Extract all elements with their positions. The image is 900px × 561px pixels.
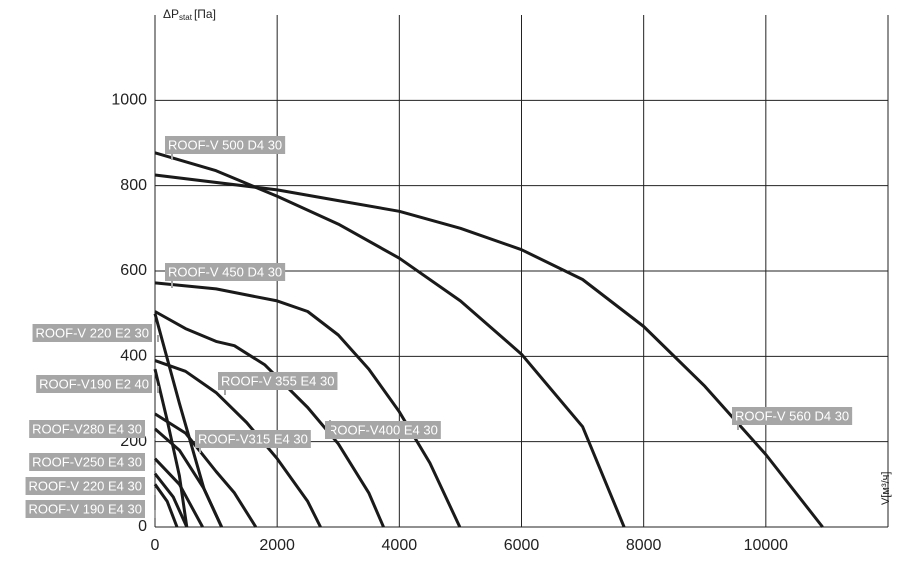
y-tick-label: 800 xyxy=(120,177,147,194)
y-label-sub: stat xyxy=(179,13,193,22)
label-text: ROOF-V 220 E2 30 xyxy=(36,325,149,340)
series-line xyxy=(154,412,258,528)
series-label: ROOF-V190 E2 40 xyxy=(36,375,159,393)
series-line xyxy=(154,281,462,528)
label-box xyxy=(32,324,152,342)
x-tick-label: 10000 xyxy=(744,537,789,554)
series-label: ROOF-V 220 E4 30 xyxy=(25,477,156,495)
series-label: ROOF-V280 E4 30 xyxy=(29,420,156,440)
label-text: ROOF-V400 E4 30 xyxy=(328,422,438,437)
series-label: ROOF-V315 E4 30 xyxy=(195,430,311,453)
label-text: ROOF-V 190 E4 30 xyxy=(29,501,142,516)
label-box xyxy=(25,477,145,495)
x-tick-label: 4000 xyxy=(382,537,418,554)
label-box xyxy=(25,500,145,518)
label-box xyxy=(29,420,145,438)
label-text: ROOF-V 500 D4 30 xyxy=(168,137,282,152)
series-line xyxy=(153,472,189,528)
y-tick-label: 0 xyxy=(138,518,147,535)
series-line xyxy=(154,151,626,528)
series-label: ROOF-V 355 E4 30 xyxy=(218,372,338,395)
series-line xyxy=(154,427,223,528)
series-line xyxy=(153,457,204,528)
series-label: ROOF-V400 E4 30 xyxy=(325,420,441,439)
label-text: ROOF-V 355 E4 30 xyxy=(221,373,334,388)
y-label-unit: [Па] xyxy=(194,7,216,21)
label-text: ROOF-V190 E2 40 xyxy=(39,376,149,391)
series-label: ROOF-V 450 D4 30 xyxy=(165,263,286,288)
series-label: ROOF-V 500 D4 30 xyxy=(165,136,286,160)
label-box xyxy=(165,136,286,154)
label-text: ROOF-V315 E4 30 xyxy=(198,431,308,446)
y-tick-label: 1000 xyxy=(111,92,147,109)
series-line xyxy=(154,359,322,528)
x-axis-label: V[м³/ч] xyxy=(880,472,892,505)
label-box xyxy=(36,375,152,393)
y-tick-label: 400 xyxy=(120,348,147,365)
x-tick-label: 6000 xyxy=(504,537,540,554)
series-line xyxy=(153,368,189,528)
label-text: ROOF-V 220 E4 30 xyxy=(29,478,142,493)
series-label: ROOF-V 190 E4 30 xyxy=(25,500,156,518)
label-box xyxy=(732,407,853,425)
x-tick-label: 2000 xyxy=(259,537,295,554)
label-box xyxy=(195,430,311,448)
series-label: ROOF-V250 E4 30 xyxy=(29,453,156,471)
label-box xyxy=(165,263,286,281)
label-text: ROOF-V280 E4 30 xyxy=(32,421,142,436)
label-text: ROOF-V 560 D4 30 xyxy=(735,408,849,423)
label-text: ROOF-V250 E4 30 xyxy=(32,454,142,469)
y-axis-label: ΔPstat [Па] xyxy=(163,7,216,22)
series-label: ROOF-V 560 D4 30 xyxy=(732,407,853,430)
label-text: ROOF-V 450 D4 30 xyxy=(168,264,282,279)
label-box xyxy=(29,453,145,471)
series-line xyxy=(153,483,179,528)
series-label: ROOF-V 220 E2 30 xyxy=(32,324,159,342)
x-tick-label: 8000 xyxy=(626,537,662,554)
series-line xyxy=(154,310,385,528)
series-line xyxy=(154,173,824,528)
y-tick-label: 600 xyxy=(120,262,147,279)
y-label-main: ΔP xyxy=(163,7,179,21)
label-box xyxy=(218,372,338,390)
label-box xyxy=(325,421,441,439)
x-tick-label: 0 xyxy=(151,537,160,554)
